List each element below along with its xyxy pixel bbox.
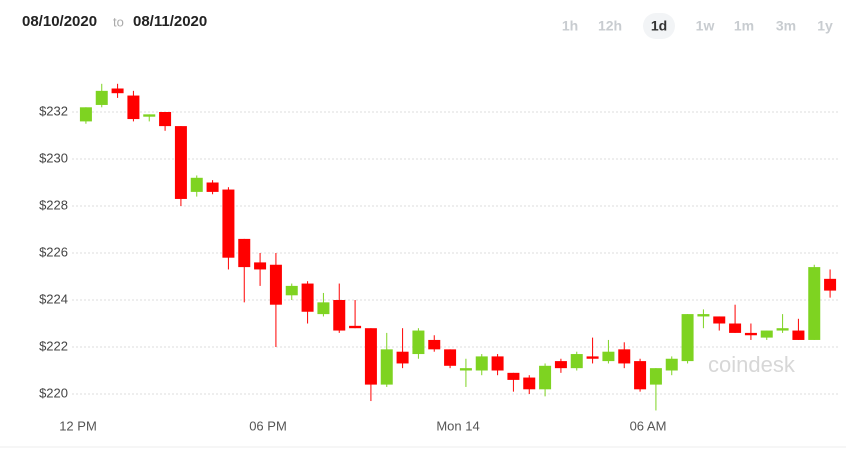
date-from: 08/10/2020	[22, 13, 97, 30]
candle-body	[634, 361, 647, 390]
date-to-word: to	[113, 14, 124, 29]
candle-body	[570, 354, 583, 369]
candle-body	[459, 368, 472, 371]
candle-body	[744, 332, 757, 336]
candle-body	[254, 262, 267, 270]
candle-body	[665, 358, 678, 371]
candle-body	[618, 349, 631, 364]
candle-body	[79, 107, 92, 122]
candle-body	[697, 314, 710, 317]
y-tick-label: $224	[39, 291, 68, 306]
candle-body	[586, 356, 599, 359]
range-button[interactable]: 12h	[598, 18, 622, 34]
candle-body	[159, 112, 172, 127]
x-tick-label: 06 AM	[630, 418, 667, 433]
candle-body	[602, 351, 615, 362]
range-highlight	[643, 13, 675, 39]
candle-body	[190, 177, 203, 192]
candle-body	[792, 330, 805, 340]
candle-body	[285, 285, 298, 296]
date-to: 08/11/2020	[133, 13, 207, 30]
y-tick-label: $222	[39, 338, 68, 353]
x-tick-label: Mon 14	[436, 418, 479, 433]
candle-body	[729, 323, 742, 333]
y-tick-label: $230	[39, 150, 68, 165]
candle-body	[713, 316, 726, 324]
range-button[interactable]: 3m	[776, 18, 796, 34]
candle-body	[301, 283, 314, 312]
candle-body	[206, 182, 219, 192]
candle-body	[681, 314, 694, 362]
y-tick-label: $228	[39, 197, 68, 212]
candle-body	[428, 339, 441, 350]
candle-body	[317, 302, 330, 315]
candle-body	[238, 238, 251, 268]
candle-body	[333, 300, 346, 331]
candle-body	[127, 95, 140, 120]
candle-body	[824, 278, 837, 291]
candle-body	[554, 361, 567, 369]
candle-body	[444, 349, 457, 366]
candle-body	[491, 356, 504, 371]
candle-body	[349, 325, 362, 329]
candle-body	[174, 126, 187, 199]
range-button[interactable]: 1m	[734, 18, 754, 34]
range-button[interactable]: 1w	[696, 18, 715, 34]
y-tick-label: $232	[39, 103, 68, 118]
candle-body	[649, 368, 662, 385]
candle-body	[111, 88, 124, 94]
candle-body	[396, 351, 409, 364]
candle-body	[380, 349, 393, 385]
y-tick-label: $220	[39, 385, 68, 400]
range-button[interactable]: 1h	[562, 18, 578, 34]
candle-body	[475, 356, 488, 371]
candle-body	[269, 264, 282, 305]
candle-body	[143, 114, 156, 117]
candle-body	[222, 189, 235, 258]
candle-body	[539, 365, 552, 390]
candle-body	[507, 372, 520, 380]
candle-body	[95, 90, 108, 105]
candle-body	[760, 330, 773, 338]
x-tick-label: 12 PM	[59, 418, 97, 433]
y-tick-label: $226	[39, 244, 68, 259]
x-tick-label: 06 PM	[249, 418, 287, 433]
candle-body	[523, 377, 536, 390]
candle-body	[364, 328, 377, 385]
watermark: coindesk	[708, 352, 796, 377]
range-button[interactable]: 1d	[651, 18, 667, 34]
candle-body	[776, 328, 789, 331]
candle-body	[808, 267, 821, 340]
candle-body	[412, 330, 425, 355]
range-button[interactable]: 1y	[817, 18, 833, 34]
